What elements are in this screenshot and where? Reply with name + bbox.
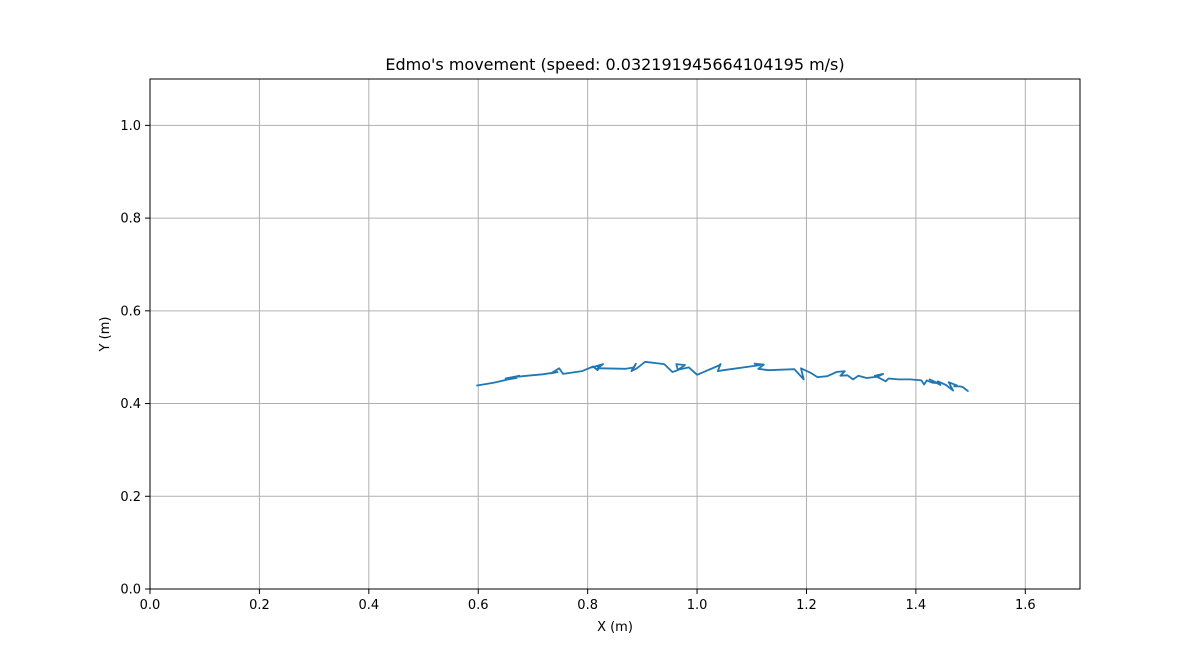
x-tick-label: 1.0 — [687, 598, 708, 613]
x-tick-label: 1.6 — [1015, 598, 1036, 613]
y-tick-label: 0.8 — [120, 212, 141, 227]
axes-frame — [149, 78, 1081, 590]
series-layer — [476, 360, 969, 392]
x-axis-label: X (m) — [597, 620, 633, 635]
x-tick-label: 0.4 — [358, 598, 379, 613]
trajectory-line — [476, 360, 969, 392]
plot-area-background — [150, 79, 1080, 589]
y-tick-label: 0.4 — [120, 397, 141, 412]
y-tick-label: 0.6 — [120, 304, 141, 319]
y-axis-label: Y (m) — [98, 317, 113, 353]
x-tick-label: 0.8 — [577, 598, 598, 613]
y-tick-label: 0.0 — [120, 583, 141, 598]
y-tick-label: 0.2 — [120, 490, 141, 505]
chart-title: Edmo's movement (speed: 0.03219194566410… — [385, 55, 844, 74]
y-tick-label: 1.0 — [120, 119, 141, 134]
x-tick-label: 0.6 — [468, 598, 489, 613]
x-tick-label: 1.4 — [906, 598, 927, 613]
x-tick-label: 0.0 — [140, 598, 161, 613]
x-tick-label: 1.2 — [796, 598, 817, 613]
ticks: 0.0 0.2 0.4 0.6 0.8 1.0 1.2 1.4 1.6 0.0 0.2 0.4 0.6 0… — [120, 119, 1035, 613]
x-tick-label: 0.2 — [249, 598, 270, 613]
